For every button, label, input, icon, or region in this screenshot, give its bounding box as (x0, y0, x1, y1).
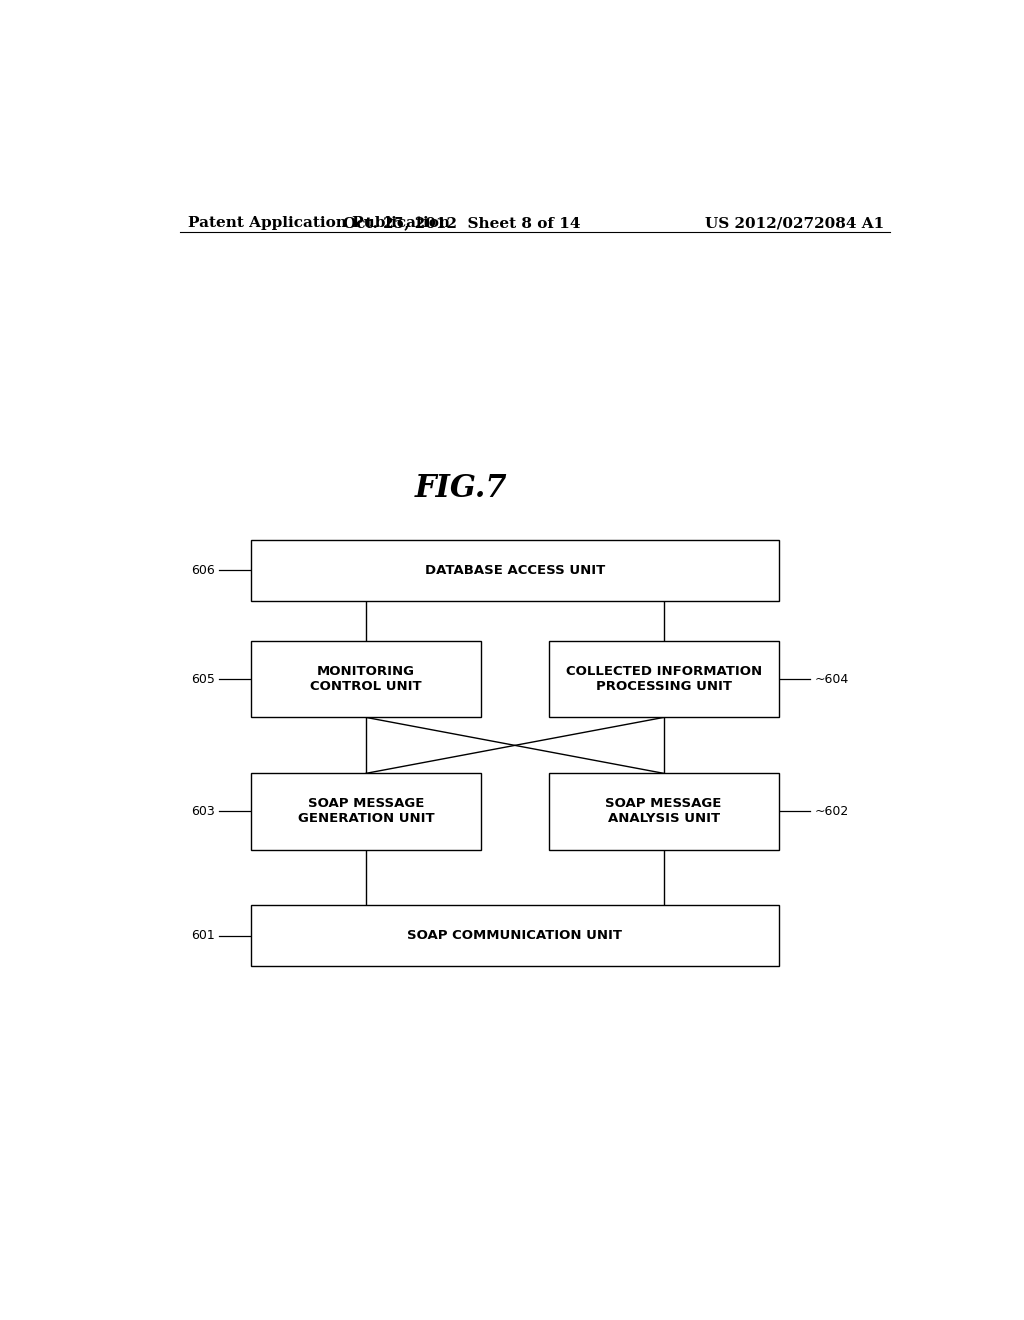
Text: Oct. 25, 2012  Sheet 8 of 14: Oct. 25, 2012 Sheet 8 of 14 (343, 216, 580, 231)
Bar (251, 774, 481, 850)
Text: 606: 606 (191, 564, 215, 577)
Text: DATABASE ACCESS UNIT: DATABASE ACCESS UNIT (425, 564, 605, 577)
Text: 605: 605 (191, 673, 215, 686)
Text: SOAP MESSAGE
ANALYSIS UNIT: SOAP MESSAGE ANALYSIS UNIT (605, 797, 722, 825)
Text: SOAP MESSAGE
GENERATION UNIT: SOAP MESSAGE GENERATION UNIT (298, 797, 434, 825)
Bar (549, 774, 779, 850)
Bar (251, 642, 481, 718)
Text: ~604: ~604 (814, 673, 849, 686)
Text: FIG.7: FIG.7 (415, 474, 508, 504)
Text: 601: 601 (191, 929, 215, 942)
Text: US 2012/0272084 A1: US 2012/0272084 A1 (705, 216, 885, 231)
Text: ~602: ~602 (814, 805, 849, 818)
Text: MONITORING
CONTROL UNIT: MONITORING CONTROL UNIT (310, 665, 422, 693)
Text: COLLECTED INFORMATION
PROCESSING UNIT: COLLECTED INFORMATION PROCESSING UNIT (565, 665, 762, 693)
Text: SOAP COMMUNICATION UNIT: SOAP COMMUNICATION UNIT (408, 929, 623, 942)
Text: 603: 603 (191, 805, 215, 818)
Bar (549, 642, 779, 718)
Bar (251, 540, 778, 601)
Text: Patent Application Publication: Patent Application Publication (187, 216, 450, 231)
Bar (251, 906, 778, 966)
